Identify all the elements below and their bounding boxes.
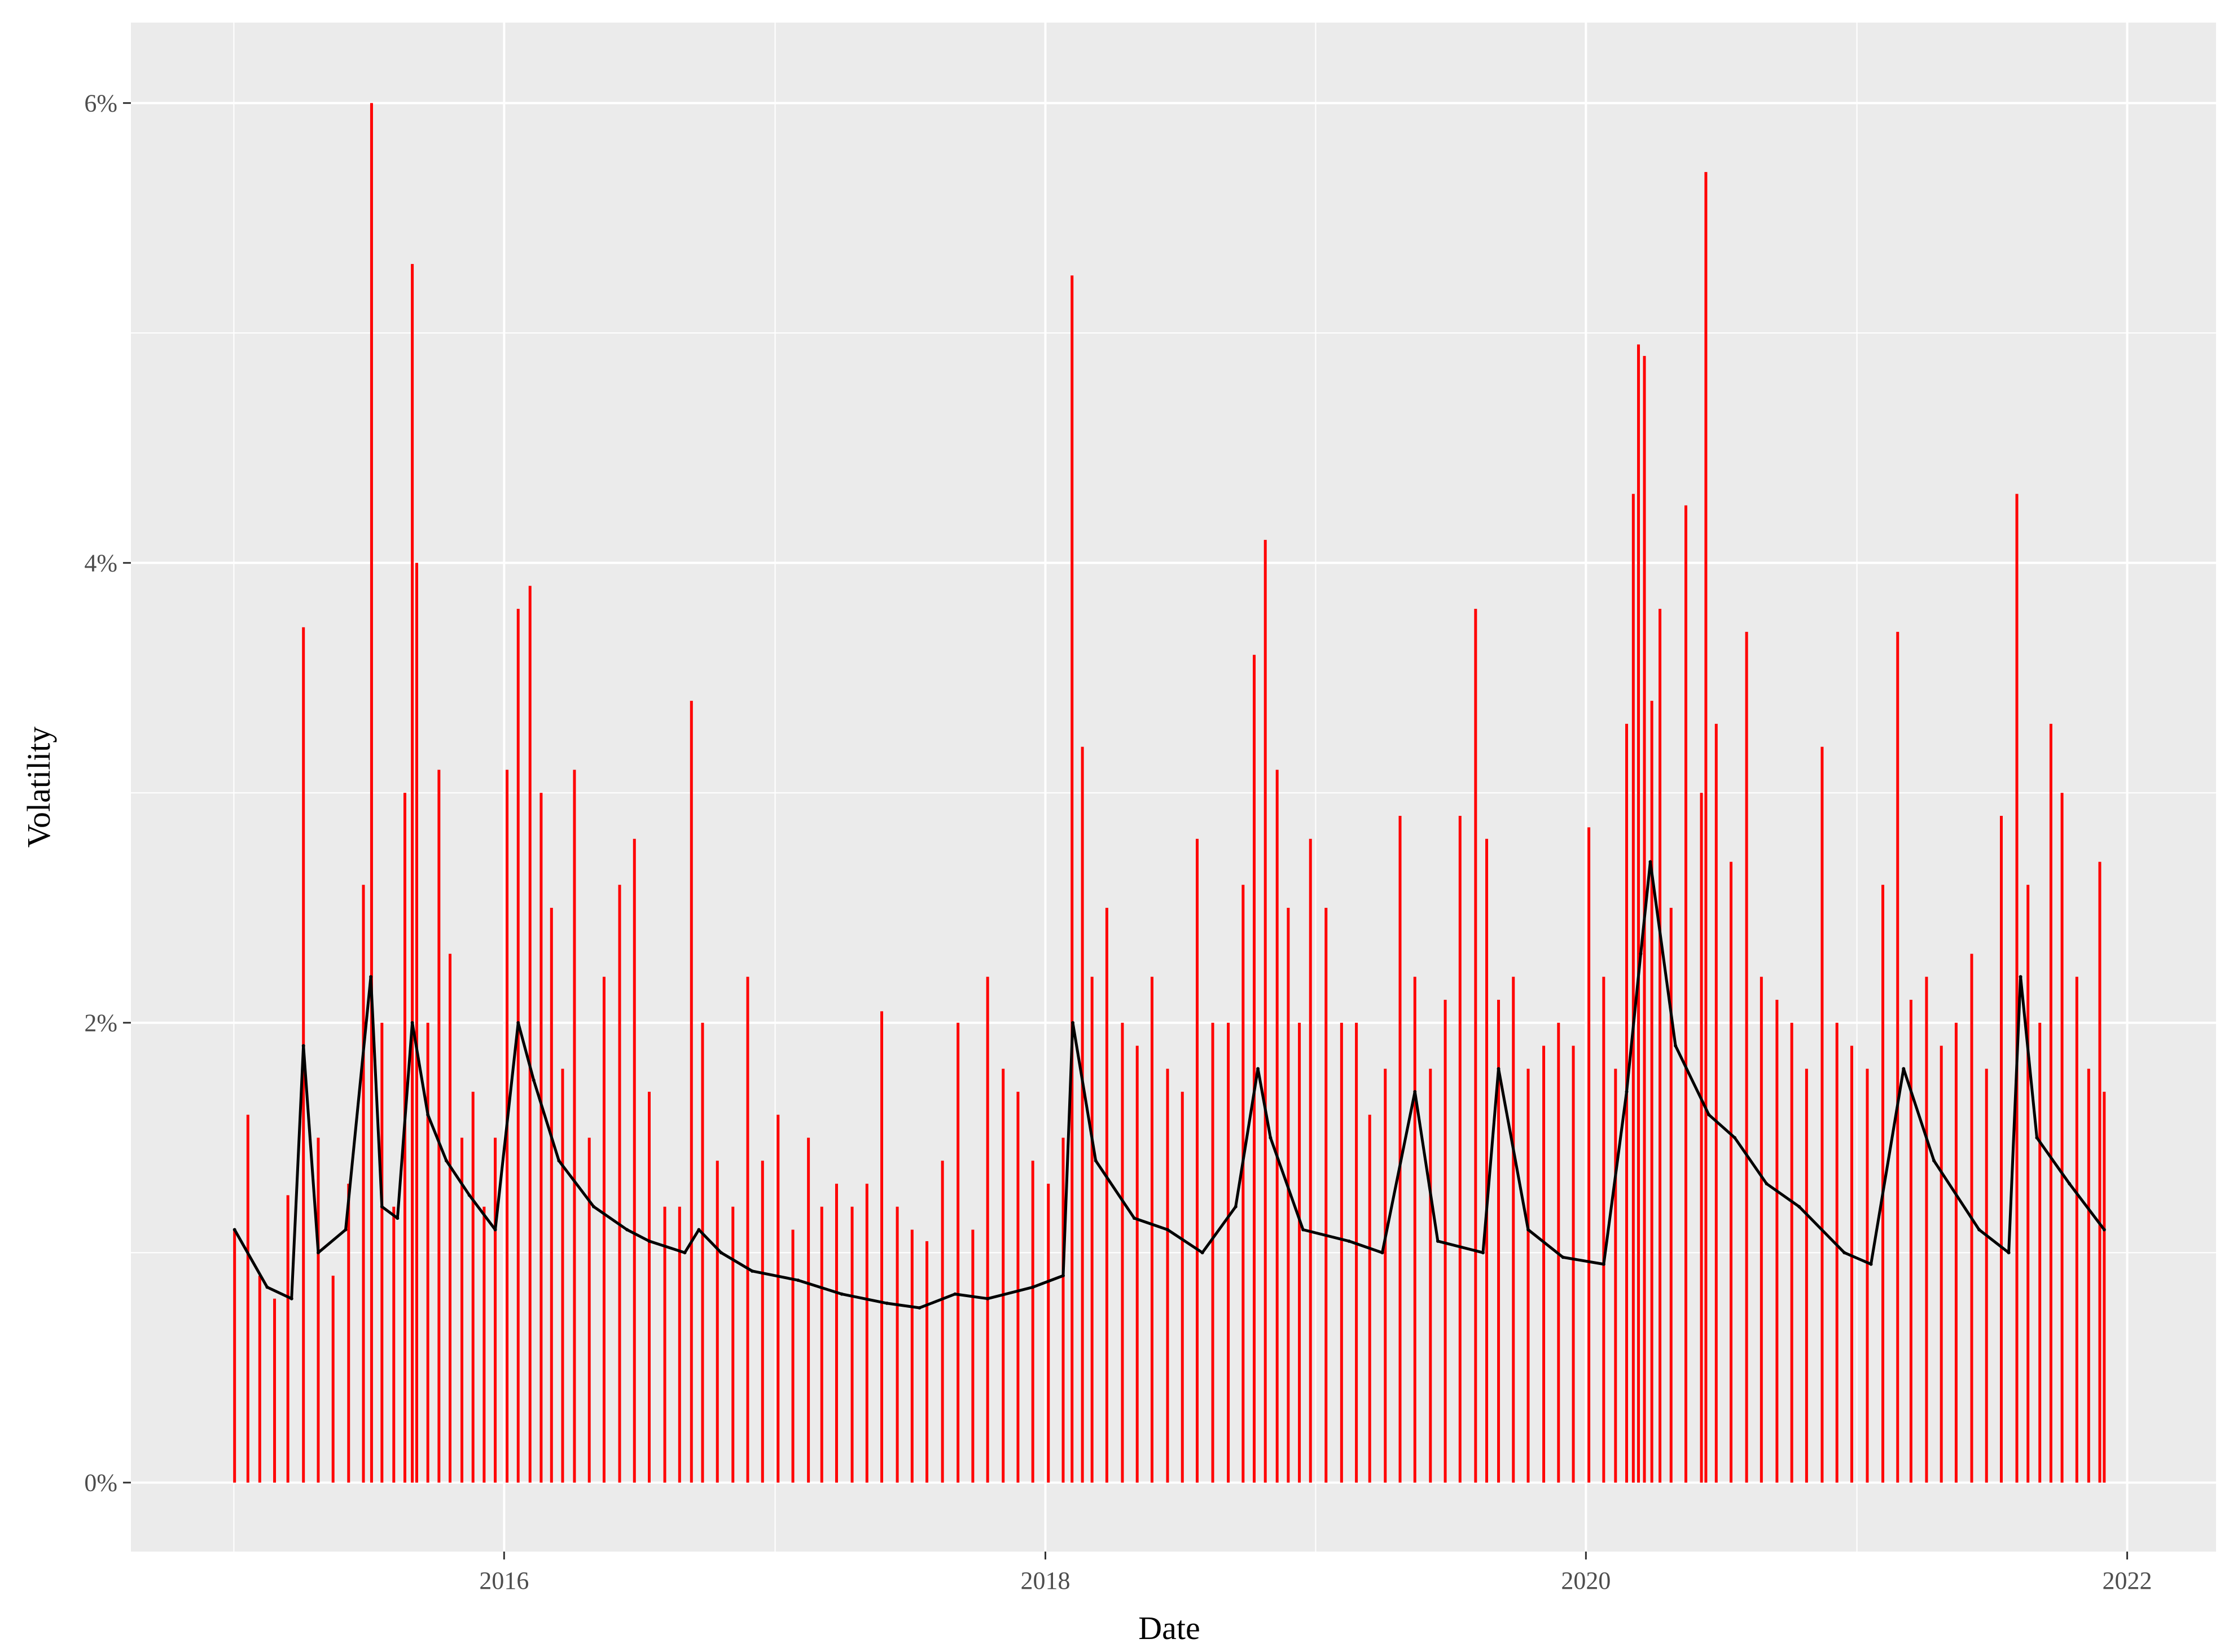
x-tick-label: 2020 bbox=[1561, 1567, 1611, 1594]
conditional-volatility-point bbox=[986, 1297, 990, 1300]
conditional-volatility-point bbox=[647, 1239, 651, 1243]
conditional-volatility-point bbox=[1932, 1159, 1936, 1163]
conditional-volatility-point bbox=[885, 1301, 889, 1305]
conditional-volatility-point bbox=[1842, 1251, 1846, 1255]
major-grid bbox=[131, 23, 2216, 1552]
y-tick-label: 2% bbox=[84, 1009, 117, 1037]
x-tick-label: 2016 bbox=[479, 1567, 529, 1594]
conditional-volatility-point bbox=[516, 1021, 520, 1025]
conditional-volatility-point bbox=[232, 1228, 236, 1232]
conditional-volatility-point bbox=[1625, 1089, 1629, 1093]
conditional-volatility-point bbox=[1765, 1181, 1769, 1185]
conditional-volatility-point bbox=[1413, 1089, 1417, 1093]
conditional-volatility-point bbox=[1797, 1205, 1801, 1209]
conditional-volatility-point bbox=[426, 1113, 430, 1117]
conditional-volatility-point bbox=[625, 1228, 629, 1232]
conditional-volatility-point bbox=[1200, 1251, 1204, 1255]
conditional-volatility-point bbox=[592, 1205, 596, 1209]
conditional-volatility-point bbox=[1301, 1228, 1305, 1232]
realized-volatility-series bbox=[233, 103, 2106, 1483]
conditional-volatility-point bbox=[1256, 1067, 1260, 1071]
conditional-volatility-point bbox=[1561, 1255, 1565, 1259]
conditional-volatility-point bbox=[369, 975, 373, 979]
x-axis-ticks: 2016 2018 2020 2022 bbox=[479, 1552, 2152, 1594]
conditional-volatility-point bbox=[532, 1078, 536, 1082]
conditional-volatility-point bbox=[1031, 1285, 1035, 1289]
conditional-volatility-point bbox=[1380, 1251, 1384, 1255]
x-tick-label: 2022 bbox=[2103, 1567, 2152, 1594]
conditional-volatility-point bbox=[1602, 1262, 1605, 1266]
conditional-volatility-point bbox=[1166, 1228, 1170, 1232]
x-axis-title: Date bbox=[1138, 1610, 1200, 1646]
conditional-volatility-point bbox=[2019, 975, 2022, 979]
conditional-volatility-point bbox=[467, 1193, 471, 1197]
conditional-volatility-point bbox=[1733, 1136, 1737, 1140]
conditional-volatility-point bbox=[1071, 1021, 1075, 1025]
conditional-volatility-point bbox=[289, 1297, 293, 1300]
conditional-volatility-point bbox=[396, 1216, 400, 1220]
conditional-volatility-point bbox=[1902, 1067, 1906, 1071]
conditional-volatility-point bbox=[2035, 1136, 2039, 1140]
conditional-volatility-point bbox=[2068, 1181, 2072, 1185]
conditional-volatility-point bbox=[1977, 1228, 1981, 1232]
conditional-volatility-point bbox=[1347, 1239, 1351, 1243]
y-tick-label: 4% bbox=[84, 550, 117, 577]
conditional-volatility-point bbox=[493, 1228, 497, 1232]
conditional-volatility-point bbox=[750, 1269, 754, 1273]
conditional-volatility-point bbox=[444, 1159, 448, 1163]
conditional-volatility-point bbox=[301, 1044, 305, 1048]
conditional-volatility-point bbox=[265, 1285, 269, 1289]
conditional-volatility-point bbox=[683, 1251, 687, 1255]
conditional-volatility-point bbox=[1481, 1251, 1485, 1255]
conditional-volatility-line bbox=[233, 860, 2105, 1310]
conditional-volatility-point bbox=[953, 1292, 957, 1296]
conditional-volatility-point bbox=[1061, 1273, 1065, 1277]
conditional-volatility-point bbox=[1707, 1113, 1711, 1117]
y-tick-label: 6% bbox=[84, 90, 117, 117]
conditional-volatility-point bbox=[557, 1159, 561, 1163]
conditional-volatility-point bbox=[1526, 1228, 1530, 1232]
conditional-volatility-point bbox=[1234, 1205, 1238, 1209]
conditional-volatility-point bbox=[697, 1228, 701, 1232]
conditional-volatility-point bbox=[719, 1251, 723, 1255]
conditional-volatility-point bbox=[1648, 860, 1652, 864]
conditional-volatility-point bbox=[918, 1306, 922, 1310]
conditional-volatility-point bbox=[380, 1205, 384, 1209]
conditional-volatility-point bbox=[344, 1228, 348, 1232]
conditional-volatility-point bbox=[1269, 1136, 1273, 1140]
conditional-volatility-point bbox=[1869, 1262, 1873, 1266]
y-axis-title: Volatility bbox=[20, 727, 57, 848]
panel-background bbox=[131, 23, 2216, 1552]
conditional-volatility-point bbox=[1497, 1067, 1501, 1071]
conditional-volatility-point bbox=[316, 1251, 320, 1255]
conditional-volatility-point bbox=[2102, 1228, 2106, 1232]
conditional-volatility-point bbox=[1094, 1159, 1098, 1163]
x-tick-label: 2018 bbox=[1020, 1567, 1070, 1594]
conditional-volatility-point bbox=[1436, 1239, 1440, 1243]
y-tick-label: 0% bbox=[84, 1469, 117, 1497]
conditional-volatility-point bbox=[840, 1292, 844, 1296]
conditional-volatility-series bbox=[232, 860, 2106, 1310]
y-axis-ticks: 0% 2% 4% 6% bbox=[84, 90, 131, 1497]
conditional-volatility-point bbox=[2007, 1251, 2011, 1255]
conditional-volatility-point bbox=[796, 1278, 800, 1282]
conditional-volatility-point bbox=[1132, 1216, 1136, 1220]
conditional-volatility-point bbox=[410, 1021, 414, 1025]
conditional-volatility-point bbox=[1674, 1044, 1678, 1048]
minor-grid bbox=[131, 23, 2216, 1552]
conditional-volatility-point bbox=[1639, 952, 1643, 956]
